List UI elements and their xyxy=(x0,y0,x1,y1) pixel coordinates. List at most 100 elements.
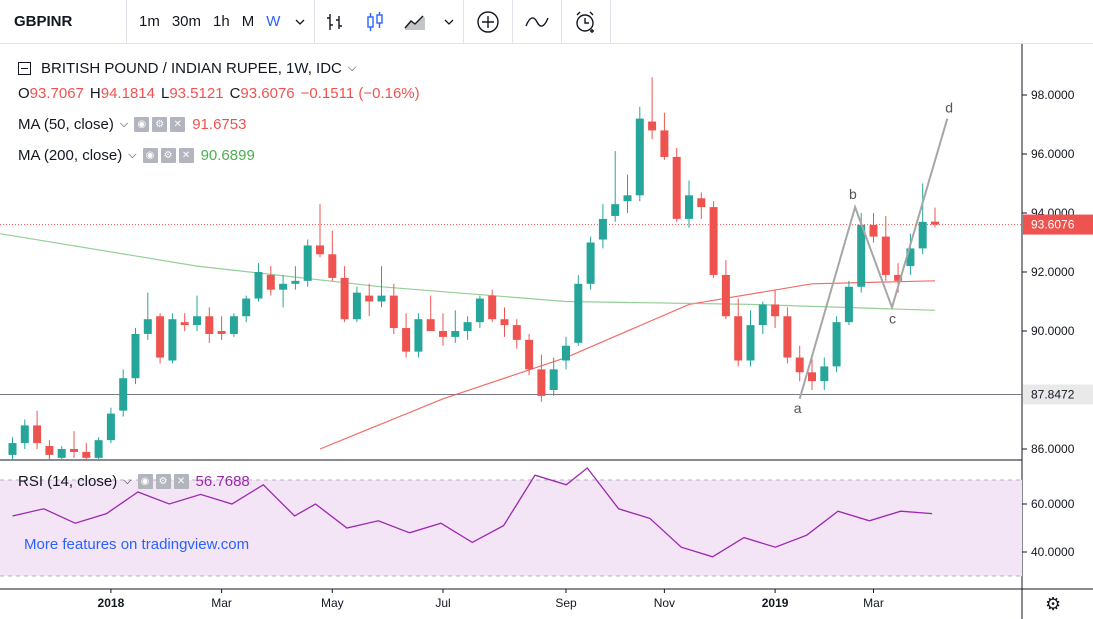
tradingview-link[interactable]: More features on tradingview.com xyxy=(24,536,250,553)
candle-body xyxy=(857,224,866,287)
price-tick-label: 92.0000 xyxy=(1031,265,1075,279)
time-tick-label: Mar xyxy=(211,596,232,610)
candle-body xyxy=(660,130,669,157)
candle xyxy=(156,313,165,364)
candle xyxy=(808,354,816,390)
rsi-tick-label: 40.0000 xyxy=(1031,545,1075,559)
candle-body xyxy=(303,245,312,281)
chevron-down-icon[interactable]: ⌵ xyxy=(123,475,132,487)
candle-body xyxy=(193,316,201,326)
reference-price-label: 87.8472 xyxy=(1031,388,1075,402)
symbol-search[interactable]: GBPINR xyxy=(14,12,73,30)
compare-icon[interactable] xyxy=(513,0,561,44)
close-icon[interactable]: ✕ xyxy=(170,117,186,132)
candle xyxy=(20,419,29,449)
candle-body xyxy=(328,254,337,278)
candle-body xyxy=(734,316,743,361)
candle xyxy=(931,207,939,228)
ma200-legend: MA (200, close) ⌵ ◉ ⚙ ✕ 90.6899 xyxy=(18,147,255,164)
ma200-line xyxy=(0,233,936,311)
interval-week-button[interactable]: W xyxy=(266,12,281,30)
candle-body xyxy=(20,425,29,444)
candle xyxy=(340,266,349,323)
candle-body xyxy=(537,369,546,396)
toolbar-divider xyxy=(610,0,612,44)
chevron-down-icon[interactable]: ⌵ xyxy=(119,118,129,130)
interval-1h-button[interactable]: 1h xyxy=(213,12,230,30)
chevron-down-icon[interactable]: ⌵ xyxy=(347,62,357,74)
candle-body xyxy=(291,280,300,284)
ma50-legend: MA (50, close) ⌵ ◉ ⚙ ✕ 91.6753 xyxy=(18,116,246,133)
gear-icon[interactable]: ⚙ xyxy=(1045,594,1061,614)
area-chart-icon[interactable] xyxy=(395,0,435,44)
eye-icon[interactable]: ◉ xyxy=(142,148,158,163)
time-tick-label: Mar xyxy=(863,596,884,610)
eye-icon[interactable]: ◉ xyxy=(137,474,153,489)
candle-body xyxy=(414,319,423,352)
candle xyxy=(402,313,411,358)
rsi-label[interactable]: RSI (14, close) xyxy=(18,473,118,490)
candle-body xyxy=(721,274,730,317)
gear-icon[interactable]: ⚙ xyxy=(160,148,176,163)
candle-body xyxy=(525,339,534,370)
chevron-down-icon[interactable] xyxy=(286,0,314,44)
time-tick-label: Jul xyxy=(435,596,450,610)
candle-body xyxy=(635,118,644,196)
candle xyxy=(426,295,435,331)
collapse-legend-icon[interactable] xyxy=(18,62,31,75)
close-icon[interactable]: ✕ xyxy=(173,474,189,489)
candle xyxy=(771,289,780,329)
rsi-legend: RSI (14, close) ⌵ ◉ ⚙ ✕ 56.7688 xyxy=(18,473,250,490)
candle-body xyxy=(242,298,251,317)
candle xyxy=(352,286,361,323)
pattern-point-label: d xyxy=(945,100,953,116)
candle-body xyxy=(352,292,361,320)
candlestick-icon[interactable] xyxy=(355,0,395,44)
candle xyxy=(869,213,878,243)
gear-icon[interactable]: ⚙ xyxy=(155,474,171,489)
candle xyxy=(685,180,693,228)
price-tick-label: 86.0000 xyxy=(1031,442,1075,456)
close-icon[interactable]: ✕ xyxy=(178,148,194,163)
candle xyxy=(549,357,558,396)
candle-body xyxy=(488,295,497,320)
chevron-down-icon[interactable] xyxy=(435,0,463,44)
candle xyxy=(758,301,767,334)
bar-chart-icon[interactable] xyxy=(315,0,355,44)
chevron-down-icon[interactable]: ⌵ xyxy=(128,149,137,161)
open-label: O xyxy=(18,85,30,102)
toolbar-divider xyxy=(126,0,127,44)
ohlc-readout: O 93.7067 H 94.1814 L 93.5121 C 93.6076 −0.1… xyxy=(18,85,420,102)
interval-month-button[interactable]: M xyxy=(241,12,255,30)
gear-icon[interactable]: ⚙ xyxy=(152,117,168,132)
candle xyxy=(832,316,841,373)
candle xyxy=(475,295,484,329)
alarm-clock-icon[interactable] xyxy=(562,0,610,44)
candle-body xyxy=(648,121,657,131)
rsi-band xyxy=(0,480,1022,576)
candle xyxy=(414,313,423,358)
candle-body xyxy=(795,357,804,373)
candle xyxy=(291,266,300,290)
candle xyxy=(131,328,140,385)
candle xyxy=(242,295,251,323)
interval-1m-button[interactable]: 1m xyxy=(139,12,160,30)
current-price-label: 93.6076 xyxy=(1031,218,1075,232)
rsi-value: 56.7688 xyxy=(195,473,250,490)
candle xyxy=(623,174,632,213)
add-indicator-icon[interactable] xyxy=(464,0,512,44)
candle xyxy=(451,310,460,343)
eye-icon[interactable]: ◉ xyxy=(134,117,150,132)
candle xyxy=(672,148,681,222)
candle xyxy=(611,151,620,222)
ma200-label[interactable]: MA (200, close) xyxy=(18,147,123,164)
candle xyxy=(365,283,374,317)
price-tick-label: 98.0000 xyxy=(1031,88,1075,102)
candle-body xyxy=(70,449,78,452)
ma50-label[interactable]: MA (50, close) xyxy=(18,116,114,133)
candle xyxy=(574,274,583,346)
candle-body xyxy=(611,204,620,216)
interval-30m-button[interactable]: 30m xyxy=(171,12,202,30)
candle xyxy=(721,260,730,320)
